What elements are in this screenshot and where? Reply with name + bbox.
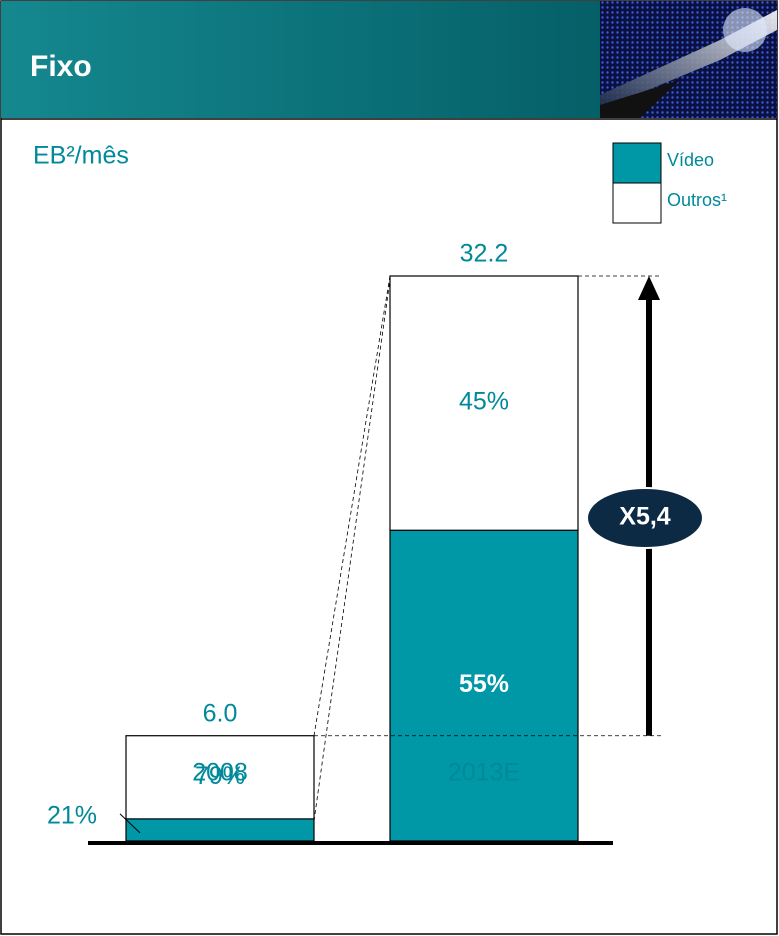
connector [313, 279, 391, 822]
y-label: EB²/mês [33, 142, 129, 170]
legend-label: Outros¹ [667, 190, 727, 210]
bar-segment [125, 818, 315, 842]
segment-label: 45% [459, 388, 509, 416]
total-label: 6.0 [203, 699, 238, 727]
x-tick-label: 2013E [448, 759, 520, 787]
legend-label: Vídeo [667, 150, 714, 170]
connector [313, 275, 391, 736]
x-tick-label: 2008 [192, 759, 248, 787]
legend-swatch [612, 142, 662, 184]
legend-swatch [612, 182, 662, 224]
annotation: X5,4 [619, 503, 671, 531]
segment-label: 21% [47, 802, 97, 830]
segment-label: 55% [459, 670, 509, 698]
leader-line [119, 813, 141, 834]
total-label: 32.2 [460, 240, 509, 268]
bar-segment [125, 735, 315, 820]
arrow-head [638, 276, 660, 300]
title: Fixo [30, 50, 92, 83]
header-image [600, 1, 777, 118]
bar-segment [389, 275, 579, 531]
segment-label: 79% [195, 762, 245, 790]
annotation-bubble [586, 487, 704, 549]
